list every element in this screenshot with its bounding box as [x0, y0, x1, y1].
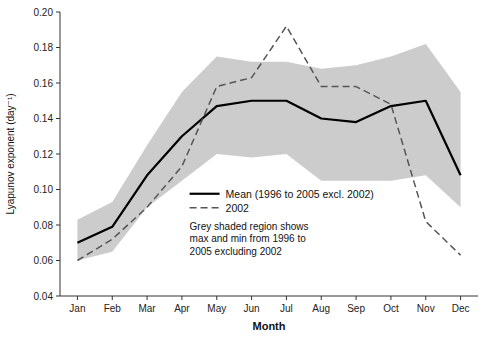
x-tick-label: Apr — [174, 303, 190, 314]
x-tick-label: Jan — [69, 303, 85, 314]
x-tick — [286, 296, 287, 300]
shaded-band — [77, 44, 460, 261]
legend-label: Mean (1996 to 2005 excl. 2002) — [226, 188, 374, 200]
x-tick-label: Feb — [104, 303, 122, 314]
x-axis — [60, 296, 478, 297]
y-axis-label: Lyapunov exponent (day⁻¹) — [5, 93, 16, 214]
y-tick-label: 0.04 — [34, 291, 54, 302]
x-tick — [425, 296, 426, 300]
plot-area — [77, 26, 460, 260]
y-tick — [56, 296, 60, 297]
x-tick-label: May — [207, 303, 226, 314]
x-tick-label: Dec — [452, 303, 470, 314]
y-tick-label: 0.16 — [34, 78, 54, 89]
legend-swatch — [190, 193, 220, 195]
x-tick — [112, 296, 113, 300]
y-tick — [56, 12, 60, 13]
y-tick — [56, 47, 60, 48]
chart: 0.04 0.06 0.08 0.10 0.12 0.14 0.16 0.18 0.20 Jan F… — [0, 0, 490, 338]
x-tick-label: Mar — [138, 303, 156, 314]
x-tick — [356, 296, 357, 300]
x-tick-label: Jun — [244, 303, 260, 314]
legend-label: 2002 — [226, 202, 250, 214]
legend-swatch — [190, 207, 220, 209]
x-tick — [251, 296, 252, 300]
series-line — [77, 101, 460, 243]
y-tick — [56, 260, 60, 261]
y-tick-label: 0.08 — [34, 220, 54, 231]
annotation: Grey shaded region showsmax and min from… — [190, 221, 309, 257]
x-tick-label: Oct — [383, 303, 399, 314]
x-tick — [460, 296, 461, 300]
y-tick — [56, 154, 60, 155]
y-tick-label: 0.18 — [34, 42, 54, 53]
x-tick — [77, 296, 78, 300]
x-tick — [216, 296, 217, 300]
y-tick — [56, 189, 60, 190]
y-tick-label: 0.10 — [34, 184, 54, 195]
x-tick — [321, 296, 322, 300]
x-tick-label: Aug — [312, 303, 330, 314]
x-tick — [147, 296, 148, 300]
x-axis-label: Month — [253, 320, 286, 332]
x-tick-label: Nov — [417, 303, 435, 314]
series-line — [77, 26, 460, 260]
x-tick — [390, 296, 391, 300]
legend: Mean (1996 to 2005 excl. 2002) 2002 — [190, 188, 374, 214]
y-tick — [56, 225, 60, 226]
y-tick-label: 0.06 — [34, 255, 54, 266]
y-tick-label: 0.20 — [34, 7, 54, 18]
y-tick — [56, 83, 60, 84]
y-tick-label: 0.14 — [34, 113, 54, 124]
x-tick — [181, 296, 182, 300]
x-tick-label: Jul — [280, 303, 293, 314]
y-tick — [56, 118, 60, 119]
x-tick-label: Sep — [347, 303, 365, 314]
y-tick-label: 0.12 — [34, 149, 54, 160]
